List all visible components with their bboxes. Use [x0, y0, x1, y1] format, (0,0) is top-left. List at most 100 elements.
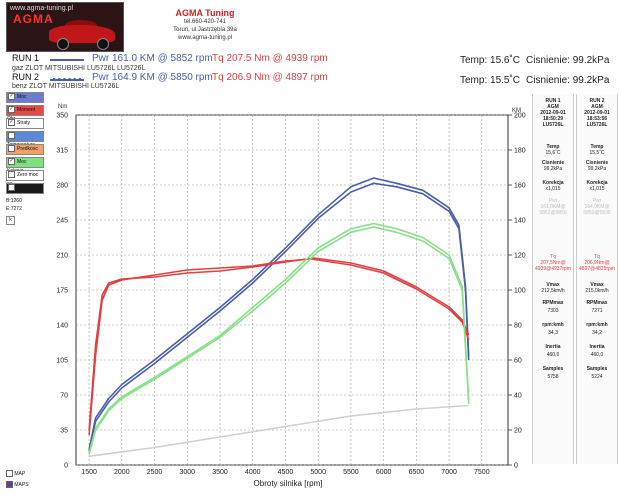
legend-label: Predkosc	[17, 146, 38, 152]
wheel-power-curve-run1	[88, 226, 470, 455]
y-left-tick-label: 280	[56, 183, 68, 190]
panel-korekcja-label: Korekcja	[542, 180, 564, 186]
chart-grid	[76, 114, 508, 466]
panel-korekcja: x1,015	[589, 186, 605, 192]
agma-logo: www.agma-tuning.pl AGMA	[6, 2, 124, 52]
y-right-tick-label: 160	[514, 183, 526, 190]
car-wheel-icon	[57, 38, 69, 50]
y-right-tick-label: 120	[514, 253, 526, 260]
panel-tq-value: 207,5Nm@	[540, 260, 566, 266]
panel-inertia: 460,0	[546, 352, 560, 358]
run2-temp: Temp: 15.5˚C	[460, 75, 521, 86]
left-small-button[interactable]: k	[6, 216, 15, 225]
legend-label: Moc	[17, 94, 27, 100]
checkbox-check-icon: ✓	[8, 119, 15, 127]
panel-vmax: 212,5km/h	[541, 288, 565, 294]
panel-rpmkmh: 34,2	[592, 330, 602, 336]
bottom-maps-item[interactable]: MAPS	[6, 481, 46, 489]
y-left-tick-label: 105	[56, 358, 68, 365]
panel-rpmkmh-label: rpm:kmh	[542, 322, 564, 328]
run2-description: benz ZLOT MITSUBISHI LU5726L	[12, 83, 120, 90]
logo-url: www.agma-tuning.pl	[10, 5, 74, 12]
panel-korekcja-label: Korekcja	[586, 180, 608, 186]
x-tick-label: 6000	[376, 469, 392, 476]
legend-speed[interactable]: Predkosc	[6, 144, 44, 155]
x-tick-label: 6500	[409, 469, 425, 476]
company-name: AGMA Tuning	[175, 8, 235, 18]
panel-samples: 5224	[591, 374, 603, 380]
torque-curve-run1	[88, 257, 470, 431]
y-right-tick-label: 100	[514, 288, 526, 295]
checkbox-icon	[6, 481, 13, 489]
power-curve-run2	[88, 177, 470, 450]
company-address: Toruń, ul.Jastrzębia 39a	[173, 27, 237, 33]
y-left-tick-label: 315	[56, 148, 68, 155]
left-info-b: B:1260	[6, 198, 22, 204]
panel-faint-value: 164,9KM@	[584, 204, 610, 210]
losses-curve	[88, 404, 469, 458]
x-tick-label: 3500	[212, 469, 228, 476]
logo-brand: AGMA	[13, 12, 54, 26]
panel-title-run: RUN 1	[545, 98, 561, 104]
y-right-tick-label: 20	[514, 428, 522, 435]
panel-title-date: 2012-09-01	[584, 110, 610, 116]
x-tick-label: 2000	[114, 469, 130, 476]
panel-faint-pwr: Pwr	[548, 198, 558, 204]
checkbox-icon	[8, 184, 15, 192]
x-tick-label: 5500	[343, 469, 359, 476]
panel-title-vehicle: LU5726L	[586, 122, 608, 128]
run1-description: gaz ZLOT MITSUBISHI LU5726L LU5726L	[12, 65, 146, 72]
bottom-map-item[interactable]: MAP	[6, 470, 46, 478]
x-axis-label: Obroty silnika [rpm]	[254, 479, 323, 488]
panel-press-label: Cisnienie	[585, 160, 609, 166]
x-tick-label: 7000	[441, 469, 457, 476]
checkbox-icon	[8, 171, 15, 179]
x-tick-label: 4000	[245, 469, 261, 476]
panel-press: 99,2kPa	[543, 166, 563, 172]
panel-korekcja: x1,015	[545, 186, 561, 192]
x-tick-label: 2500	[147, 469, 163, 476]
run1-label: RUN 1	[12, 53, 40, 63]
x-tick-label: 1500	[81, 469, 97, 476]
panel-samples-label: Samples	[542, 366, 564, 372]
bottom-item-label: MAP	[14, 471, 26, 477]
legend-losses[interactable]: ✓ Straty	[6, 118, 44, 129]
torque-curve-run2	[88, 258, 470, 436]
panel-inertia-label: Inertia	[589, 344, 605, 350]
y-left-tick-label: 35	[60, 428, 68, 435]
x-tick-label: 4500	[278, 469, 294, 476]
checkbox-check-icon: ✓	[8, 158, 15, 166]
panel-inertia-label: Inertia	[545, 344, 561, 350]
panel-tq-rpm: 4939@4937rpm	[535, 266, 571, 272]
run1-line-swatch	[50, 59, 84, 61]
panel-vmax-label: Vmax	[546, 282, 560, 288]
panel-tq-rpm: 4897@4825rpm	[579, 266, 615, 272]
left-info-e: E:7272	[6, 206, 22, 212]
panel-tq-label: Tq	[550, 254, 556, 260]
chart-curves	[88, 177, 470, 458]
panel-title-agm: AGM	[547, 104, 559, 110]
y-right-tick-label: 0	[514, 463, 518, 470]
y-left-tick-label: 0	[64, 463, 68, 470]
legend-power[interactable]: ✓ Moc	[6, 92, 44, 103]
y-right-tick-label: 180	[514, 148, 526, 155]
panel-faint-value: 161,0KM@	[540, 204, 566, 210]
panel-tq-label: Tq	[594, 254, 600, 260]
panel-samples-label: Samples	[586, 366, 608, 372]
panel-rpmmax: 7271	[591, 308, 603, 314]
x-tick-label: 7500	[474, 469, 490, 476]
car-wheel-icon	[97, 38, 109, 50]
run1-info-panel: RUN 1 AGM 2012-09-01 18:50:29 LU5726L Te…	[532, 94, 574, 464]
run1-power: Pwr 161.0 KM @ 5852 rpm	[92, 53, 213, 64]
power-curve-run1	[88, 182, 470, 452]
y-left-tick-label: 210	[56, 253, 68, 260]
y-right-tick-label: 140	[514, 218, 526, 225]
legend-black[interactable]	[6, 183, 44, 194]
panel-title-time: 18:50:29	[542, 116, 563, 122]
run2-label: RUN 2	[12, 72, 40, 82]
y-right-tick-label: 60	[514, 358, 522, 365]
y-right-tick-label: 40	[514, 393, 522, 400]
y-right-tick-label: 200	[514, 113, 526, 120]
panel-vmax: 215,0km/h	[585, 288, 609, 294]
